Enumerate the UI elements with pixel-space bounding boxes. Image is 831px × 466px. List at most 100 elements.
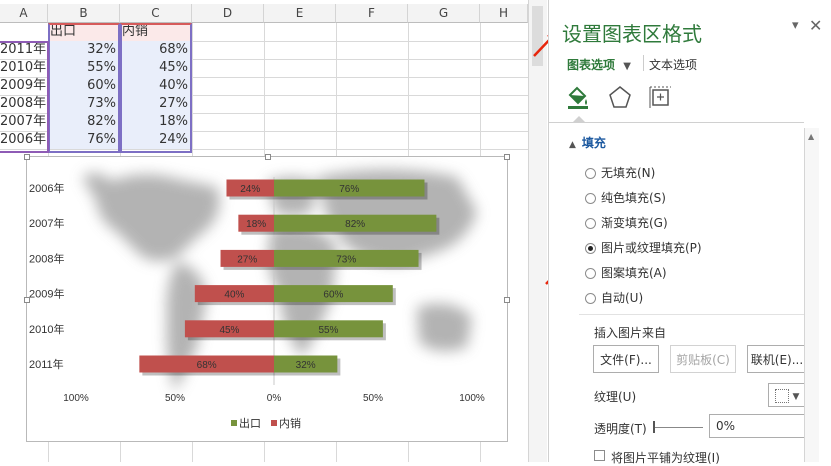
spreadsheet-grid[interactable]: A B C D E F G H 出口 内销 2011年 32% 68% 2010… [0, 0, 528, 462]
x-tick-label: 100% [63, 393, 89, 404]
pane-options-dropdown-icon[interactable]: ▾ [792, 18, 799, 33]
transparency-input[interactable]: 0% [709, 414, 805, 438]
tab-chart-options[interactable]: 图表选项 ▼ [567, 56, 631, 73]
x-tick-label: 100% [459, 393, 485, 404]
cell-year[interactable]: 2008年 [0, 96, 47, 111]
cell-year[interactable]: 2007年 [0, 114, 47, 129]
cell-export[interactable]: 60% [48, 77, 120, 95]
tab-text-options[interactable]: 文本选项 [649, 58, 698, 72]
effects-icon[interactable] [607, 84, 633, 110]
bar-chart[interactable]: 2006年 2007年 2008年 2009年 2010年 2011年 24% 76% 18%… [27, 157, 507, 441]
cell-export[interactable]: 76% [48, 131, 120, 149]
texture-swatch-icon [774, 388, 789, 403]
tile-checkbox[interactable] [594, 450, 605, 461]
bar-export [274, 355, 338, 373]
bar-export [274, 214, 437, 232]
cell-domestic[interactable]: 68% [120, 41, 192, 59]
cell-export[interactable]: 55% [48, 59, 120, 77]
data-label-export: 55% [318, 325, 338, 336]
category-label: 2011年 [29, 357, 64, 371]
category-label: 2009年 [29, 287, 64, 301]
radio-picture-texture-fill[interactable]: 图片或纹理填充(P) [585, 238, 755, 258]
file-button[interactable]: 文件(F)... [593, 345, 659, 373]
pane-title: 设置图表区格式 [562, 22, 702, 46]
col-header-a[interactable]: A [0, 4, 48, 23]
pane-vertical-scrollbar[interactable]: ▲ [804, 128, 819, 462]
legend-label-export: 出口 [239, 416, 261, 430]
cell-year[interactable]: 2009年 [0, 78, 47, 93]
cell-export[interactable]: 73% [48, 95, 120, 113]
cell-export[interactable]: 32% [48, 41, 120, 59]
sheet-vertical-scrollbar[interactable] [528, 0, 547, 462]
chevron-down-icon: ▼ [623, 61, 631, 72]
data-label-export: 32% [296, 360, 316, 371]
bar-domestic [226, 179, 274, 197]
category-label: 2010年 [29, 322, 64, 336]
radio-label: 渐变填充(G) [601, 216, 668, 230]
chart-resize-handle[interactable] [24, 154, 30, 160]
slider-thumb[interactable] [653, 421, 655, 433]
radio-gradient-fill[interactable]: 渐变填充(G) [585, 213, 755, 233]
range-highlight-domestic [120, 23, 192, 153]
cell-b1[interactable]: 出口 [48, 23, 120, 41]
section-divider [579, 314, 804, 315]
bar-domestic [139, 355, 274, 373]
cell-year[interactable]: 2011年 [0, 42, 47, 57]
cell-domestic[interactable]: 45% [120, 59, 192, 77]
cell-domestic[interactable]: 18% [120, 113, 192, 131]
legend-label-domestic: 内销 [279, 416, 301, 430]
cell-domestic[interactable]: 24% [120, 131, 192, 149]
chart-resize-handle[interactable] [265, 154, 271, 160]
col-header-h[interactable]: H [480, 4, 528, 23]
col-header-f[interactable]: F [336, 4, 408, 23]
data-label-domestic: 45% [219, 325, 239, 336]
chart-resize-handle[interactable] [24, 297, 30, 303]
col-header-b[interactable]: B [48, 4, 120, 23]
section-fill[interactable]: ▲ 填充 [569, 134, 606, 151]
radio-label: 纯色填充(S) [601, 191, 666, 205]
slider-track [655, 427, 703, 428]
bar-domestic [238, 214, 274, 232]
radio-dot [585, 193, 596, 204]
radio-label: 图案填充(A) [601, 266, 667, 280]
format-chart-area-pane: 设置图表区格式 ▾ ✕ 图表选项 ▼ 文本选项 ▲ 填充 无填充(N) 纯色填充 [548, 0, 831, 465]
col-header-e[interactable]: E [264, 4, 336, 23]
scrollbar-thumb[interactable] [532, 6, 543, 66]
category-label: 2007年 [29, 216, 64, 230]
transparency-label: 透明度(T) [594, 422, 647, 436]
radio-automatic[interactable]: 自动(U) [585, 288, 755, 308]
cell-export[interactable]: 82% [48, 113, 120, 131]
col-header-d[interactable]: D [192, 4, 264, 23]
category-label: 2008年 [29, 251, 64, 265]
col-header-g[interactable]: G [408, 4, 480, 23]
chart-resize-handle[interactable] [504, 154, 510, 160]
radio-solid-fill[interactable]: 纯色填充(S) [585, 188, 755, 208]
radio-dot [585, 218, 596, 229]
transparency-slider[interactable] [653, 420, 703, 434]
bar-export [274, 179, 425, 197]
radio-pattern-fill[interactable]: 图案填充(A) [585, 263, 755, 283]
online-button[interactable]: 联机(E)... [747, 345, 807, 373]
section-fill-label: 填充 [581, 136, 606, 150]
radio-no-fill[interactable]: 无填充(N) [585, 163, 755, 183]
clipboard-button[interactable]: 剪贴板(C) [670, 345, 736, 373]
active-tab-underline [549, 122, 804, 123]
scroll-up-icon[interactable]: ▲ [808, 132, 815, 141]
chart-area[interactable]: 2006年 2007年 2008年 2009年 2010年 2011年 24% 76% 18%… [24, 154, 510, 442]
cell-domestic[interactable]: 27% [120, 95, 192, 113]
cell-year[interactable]: 2010年 [0, 60, 47, 75]
fill-line-icon[interactable] [565, 84, 591, 110]
range-highlight-export [48, 23, 120, 153]
legend-swatch-export [231, 420, 237, 426]
data-label-domestic: 40% [224, 290, 244, 301]
cell-c1[interactable]: 内销 [120, 23, 192, 41]
pane-close-icon[interactable]: ✕ [809, 16, 823, 35]
chart-resize-handle[interactable] [504, 297, 510, 303]
size-properties-icon[interactable] [647, 84, 673, 110]
cell-domestic[interactable]: 40% [120, 77, 192, 95]
texture-picker[interactable]: ▼ [768, 383, 806, 407]
radio-dot [585, 168, 596, 179]
cell-year[interactable]: 2006年 [0, 132, 47, 147]
chevron-down-icon: ▼ [792, 392, 800, 402]
col-header-c[interactable]: C [120, 4, 192, 23]
